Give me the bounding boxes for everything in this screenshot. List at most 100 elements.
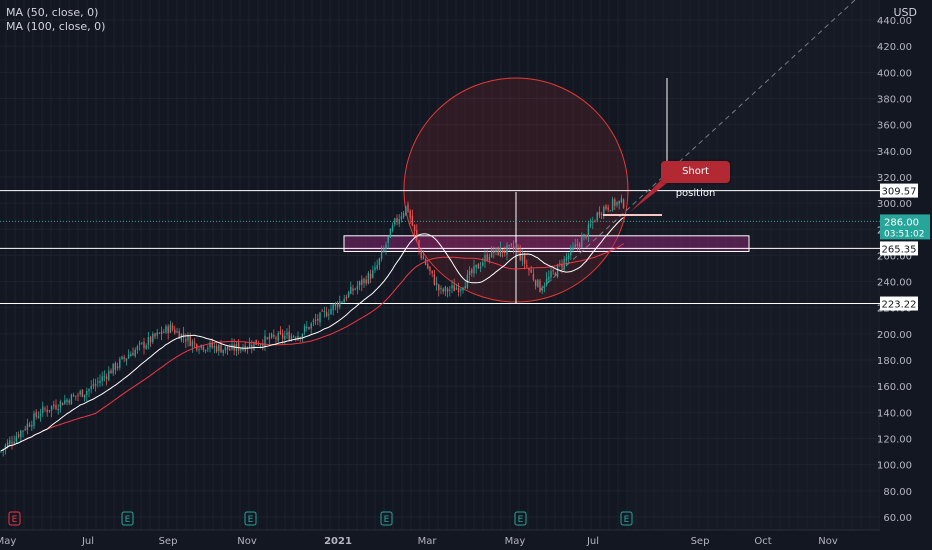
candle-body xyxy=(33,413,35,426)
candle-body xyxy=(486,254,488,261)
candle-body xyxy=(94,383,97,386)
earnings-marker[interactable] xyxy=(244,511,257,526)
earnings-marker-label: E xyxy=(125,515,131,525)
candle-body xyxy=(332,304,334,311)
earnings-marker[interactable] xyxy=(620,511,633,526)
price-tick-label: 120.00 xyxy=(877,435,912,446)
candle-body xyxy=(50,406,53,411)
candle-body xyxy=(123,357,125,359)
level-price-text: 309.57 xyxy=(882,187,917,198)
candle-body xyxy=(297,335,299,340)
candle-body xyxy=(603,207,605,216)
price-tick-label: 380.00 xyxy=(877,94,912,105)
candle-body xyxy=(440,287,442,290)
candle-body xyxy=(185,339,187,342)
candle-body xyxy=(242,347,244,350)
candle-body xyxy=(281,333,284,339)
candle-body xyxy=(211,343,213,348)
price-tick-label: 80.00 xyxy=(883,487,912,498)
candle-body xyxy=(53,404,55,407)
candle-body xyxy=(81,389,84,397)
candle-body xyxy=(59,401,62,408)
candle-body xyxy=(92,384,95,387)
price-tick-label: 160.00 xyxy=(877,382,912,393)
earnings-marker[interactable] xyxy=(121,511,134,526)
candle-body xyxy=(306,326,308,328)
candle-body xyxy=(262,343,264,346)
candle-body xyxy=(220,345,222,353)
legend-ma100[interactable]: MA (100, close, 0) xyxy=(6,20,106,33)
candle-body xyxy=(347,292,350,298)
candle-body xyxy=(341,301,343,303)
candle-body xyxy=(160,331,163,335)
candle-body xyxy=(57,408,59,411)
indicator-legend: MA (50, close, 0) MA (100, close, 0) xyxy=(6,6,105,34)
candle-body xyxy=(138,343,141,345)
earnings-marker[interactable] xyxy=(514,511,527,526)
candle-body xyxy=(589,224,592,226)
short-position-callout[interactable]: Short position xyxy=(661,161,730,199)
candle-body xyxy=(380,250,383,259)
candle-body xyxy=(108,370,110,381)
candle-body xyxy=(178,331,180,339)
candle-body xyxy=(427,264,429,269)
candle-body xyxy=(336,303,339,308)
ma100-line[interactable] xyxy=(0,243,624,452)
candle-body xyxy=(462,287,464,291)
time-tick-label: Mar xyxy=(418,536,438,547)
candle-body xyxy=(605,205,607,209)
currency-label[interactable]: USD xyxy=(893,6,917,19)
candle-body xyxy=(174,329,176,334)
time-tick-label: Jul xyxy=(81,536,94,547)
candle-body xyxy=(202,346,205,350)
candle-body xyxy=(446,288,449,292)
candle-body xyxy=(526,265,528,267)
candle-body xyxy=(310,323,312,329)
candle-body xyxy=(499,247,502,257)
candle-body xyxy=(17,434,20,437)
candle-body xyxy=(288,331,290,341)
candle-body xyxy=(407,204,409,212)
candle-body xyxy=(86,390,88,396)
legend-ma50[interactable]: MA (50, close, 0) xyxy=(6,6,99,19)
price-tick-label: 440.00 xyxy=(877,16,912,27)
candle-body xyxy=(350,286,352,294)
candle-body xyxy=(99,380,101,384)
candle-body xyxy=(559,263,561,265)
candle-body xyxy=(143,341,145,349)
candle-body xyxy=(279,331,282,334)
candle-body xyxy=(284,335,286,340)
candle-body xyxy=(354,288,356,290)
candle-body xyxy=(6,442,9,448)
earnings-marker-label: E xyxy=(12,515,18,525)
candle-body xyxy=(361,279,363,285)
level-price-tag[interactable] xyxy=(880,296,918,311)
candle-body xyxy=(237,342,240,351)
current-price-tag[interactable] xyxy=(880,214,930,240)
candle-body xyxy=(42,406,44,414)
price-tick-label: 140.00 xyxy=(877,408,912,419)
candle-body xyxy=(330,308,332,315)
candle-body xyxy=(103,376,106,378)
candle-body xyxy=(105,376,108,379)
candle-body xyxy=(402,213,405,218)
candle-body xyxy=(556,264,559,277)
candle-body xyxy=(369,273,372,279)
level-price-text: 223.22 xyxy=(882,300,917,311)
candle-body xyxy=(477,263,480,269)
candle-body xyxy=(204,349,207,351)
earnings-marker[interactable] xyxy=(380,511,393,526)
candle-body xyxy=(449,289,451,291)
candle-body xyxy=(251,344,253,348)
resistance-zone[interactable] xyxy=(343,235,750,252)
ma50-line[interactable] xyxy=(0,217,624,452)
candle-body xyxy=(576,243,579,246)
earnings-marker[interactable] xyxy=(8,511,21,526)
level-price-tag[interactable] xyxy=(880,183,918,198)
candle-body xyxy=(222,349,224,354)
candle-body xyxy=(352,288,354,291)
candle-body xyxy=(479,266,482,268)
level-price-tag[interactable] xyxy=(880,241,918,256)
